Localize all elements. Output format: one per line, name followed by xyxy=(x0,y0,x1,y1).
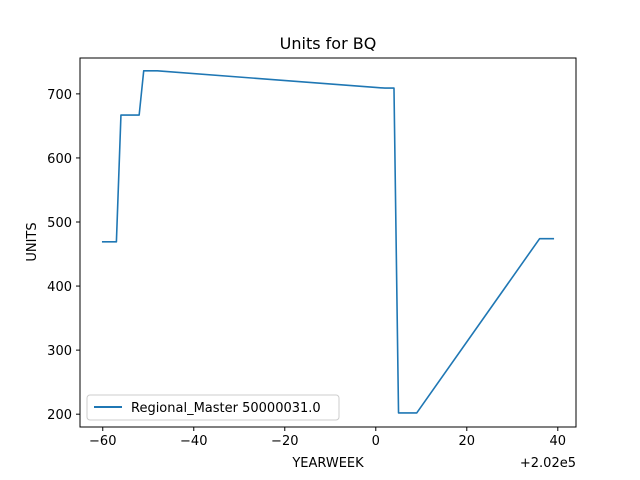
chart-title: Units for BQ xyxy=(280,34,377,53)
x-axis-label: YEARWEEK xyxy=(291,456,364,471)
x-tick-label: −60 xyxy=(89,434,116,449)
y-tick-label: 200 xyxy=(47,408,72,423)
y-tick-label: 300 xyxy=(47,344,72,359)
legend-box xyxy=(86,394,340,421)
x-axis: −60 −40 −20 0 20 40 xyxy=(89,427,566,449)
y-axis-label: UNITS xyxy=(25,222,40,261)
y-tick-label: 400 xyxy=(47,280,72,295)
x-tick-label: −20 xyxy=(271,434,298,449)
y-tick-label: 500 xyxy=(47,216,72,231)
x-tick-label: 40 xyxy=(550,434,567,449)
legend: Regional_Master 50000031.0 xyxy=(86,394,340,421)
y-tick-label: 700 xyxy=(47,88,72,103)
x-tick-label: 20 xyxy=(459,434,476,449)
series-layer xyxy=(101,70,555,414)
plot-frame xyxy=(79,57,577,428)
x-tick-label: 0 xyxy=(372,434,380,449)
y-axis: 200 300 400 500 600 700 xyxy=(47,88,80,423)
y-tick-label: 600 xyxy=(47,152,72,167)
x-axis-offset-label: +2.02e5 xyxy=(520,456,576,471)
legend-label: Regional_Master 50000031.0 xyxy=(131,401,321,416)
series-line-0 xyxy=(101,70,555,414)
x-tick-label: −40 xyxy=(180,434,207,449)
